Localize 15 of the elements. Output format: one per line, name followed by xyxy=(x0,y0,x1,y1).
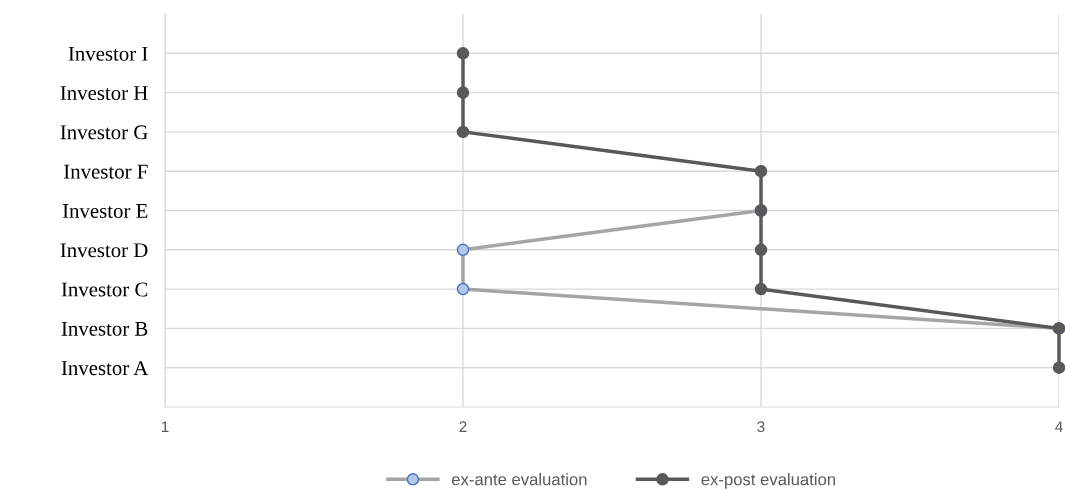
y-tick-label: Investor B xyxy=(61,321,148,336)
x-tick-label: 1 xyxy=(161,421,169,432)
y-tick-label: Investor G xyxy=(60,125,148,140)
y-tick-label: Investor A xyxy=(61,361,149,376)
y-tick-label: Investor I xyxy=(68,46,148,61)
y-tick-label: Investor D xyxy=(60,243,148,258)
y-tick-label: Investor E xyxy=(62,204,148,218)
y-tick-label: Investor H xyxy=(60,86,148,101)
x-tick-label: 2 xyxy=(459,421,467,432)
legend-label: ex-post evaluation xyxy=(701,473,835,489)
y-tick-label: Investor C xyxy=(61,282,148,297)
legend-label: ex-ante evaluation xyxy=(451,473,587,486)
y-tick-label: Investor F xyxy=(64,164,148,179)
x-tick-label: 3 xyxy=(757,421,765,433)
x-tick-label: 4 xyxy=(1055,421,1063,432)
